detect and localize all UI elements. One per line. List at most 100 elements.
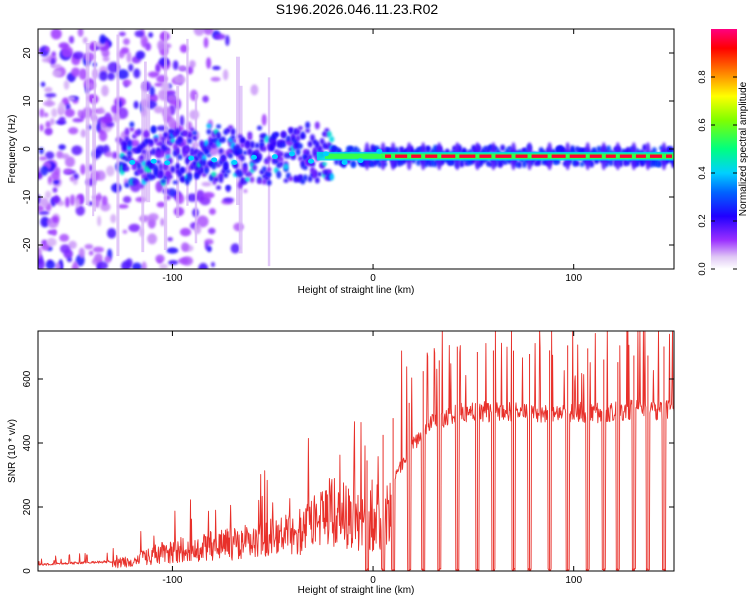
heatmap-cell <box>45 151 55 160</box>
heatmap-cell <box>203 29 214 35</box>
heatmap-cell <box>415 158 421 166</box>
heatmap-cell <box>261 166 267 173</box>
heatmap-cell <box>411 154 422 158</box>
heatmap-cell <box>317 146 323 151</box>
heatmap-cell <box>211 157 218 163</box>
heatmap-cell <box>94 253 103 263</box>
snr-frame <box>37 330 675 572</box>
x-tick-label: 100 <box>565 575 582 586</box>
heatmap-cell <box>106 165 115 177</box>
heatmap-cell <box>98 71 108 82</box>
x-tick-label: 0 <box>370 575 376 586</box>
heatmap-cell <box>45 120 51 129</box>
heatmap-cell <box>210 76 221 82</box>
heatmap-cell <box>150 158 157 164</box>
heatmap-cell <box>163 32 168 250</box>
heatmap-cell <box>179 115 185 127</box>
heatmap-cell <box>80 129 87 138</box>
heatmap-cell <box>256 179 262 184</box>
spectrogram-y-ticks: -20 -10 0 10 20 <box>22 47 674 252</box>
heatmap-cell <box>153 168 159 175</box>
heatmap-cell <box>88 250 94 256</box>
heatmap-cell <box>38 210 50 215</box>
heatmap-cell <box>228 152 234 159</box>
colorbar: 0.0 0.2 0.4 0.6 0.8 Normalized spectral ampl… <box>697 29 749 276</box>
heatmap-cell <box>122 79 132 87</box>
heatmap-cell <box>261 113 267 126</box>
heatmap-cell <box>376 148 383 154</box>
heatmap-cell <box>160 217 165 227</box>
heatmap-cell <box>247 135 253 141</box>
colorbar-tick-label: 0.2 <box>697 214 708 227</box>
heatmap-cell <box>297 125 303 131</box>
heatmap-cell <box>46 237 57 247</box>
heatmap-cell <box>149 86 155 96</box>
heatmap-cell <box>517 161 523 169</box>
heatmap-cell <box>273 132 279 137</box>
heatmap-cell <box>278 156 284 162</box>
heatmap-cell <box>300 134 306 140</box>
heatmap-cell <box>44 86 53 93</box>
heatmap-cell <box>126 150 132 156</box>
heatmap-cell <box>288 151 295 157</box>
y-tick-label: 0 <box>22 568 33 574</box>
heatmap-cell <box>124 165 130 172</box>
heatmap-cell <box>44 92 57 98</box>
heatmap-cell <box>64 156 76 168</box>
heatmap-cell <box>225 34 230 47</box>
y-tick-label: 600 <box>22 370 33 387</box>
heatmap-cell <box>230 128 236 136</box>
heatmap-cell <box>164 160 171 166</box>
heatmap-cell <box>314 121 320 130</box>
heatmap-cell <box>326 169 332 174</box>
heatmap-cell <box>170 138 176 143</box>
heatmap-cell <box>125 258 133 268</box>
heatmap-cell <box>266 171 272 178</box>
heatmap-cell <box>201 154 207 162</box>
heatmap-cell <box>206 57 212 69</box>
heatmap-cell <box>122 195 132 204</box>
heatmap-cell <box>128 63 134 72</box>
heatmap-cell <box>99 34 107 45</box>
heatmap-cell <box>307 140 313 148</box>
heatmap-cell <box>180 242 190 252</box>
heatmap-cell <box>93 40 97 212</box>
heatmap-cell <box>118 31 126 37</box>
heatmap-cell <box>259 138 265 144</box>
heatmap-cell <box>75 205 85 216</box>
heatmap-cell <box>230 135 236 140</box>
heatmap-cell <box>175 147 181 156</box>
heatmap-cell <box>187 174 193 182</box>
heatmap-cell <box>158 162 164 171</box>
heatmap-cell <box>184 146 190 152</box>
heatmap-cell <box>133 100 139 109</box>
heatmap-cell <box>179 166 185 174</box>
heatmap-cell <box>204 167 210 175</box>
heatmap-cell <box>39 124 44 132</box>
heatmap-cell <box>96 192 102 202</box>
heatmap-cell <box>65 196 70 208</box>
heatmap-cell <box>38 156 48 161</box>
heatmap-cell <box>536 160 542 166</box>
heatmap-cell <box>155 150 161 158</box>
heatmap-cell <box>131 262 142 269</box>
heatmap-cell <box>305 121 311 129</box>
heatmap-cell <box>146 93 151 203</box>
heatmap-cell <box>167 237 173 242</box>
heatmap-cell <box>665 154 672 158</box>
heatmap-cell <box>129 159 136 165</box>
heatmap-cell <box>305 149 311 157</box>
heatmap-cell <box>216 132 222 140</box>
heatmap-cell <box>288 176 294 182</box>
heatmap-cell <box>84 243 94 250</box>
heatmap-cell <box>75 197 80 209</box>
heatmap-cell <box>117 204 129 209</box>
heatmap-cell <box>515 154 528 158</box>
snr-y-ticks: 0 200 400 600 <box>22 370 674 574</box>
heatmap-cell <box>102 56 110 62</box>
x-tick-label: 100 <box>565 273 582 284</box>
heatmap-cell <box>68 127 79 135</box>
heatmap-cell <box>225 185 231 190</box>
heatmap-cell <box>155 254 165 263</box>
heatmap-cell <box>243 188 248 194</box>
